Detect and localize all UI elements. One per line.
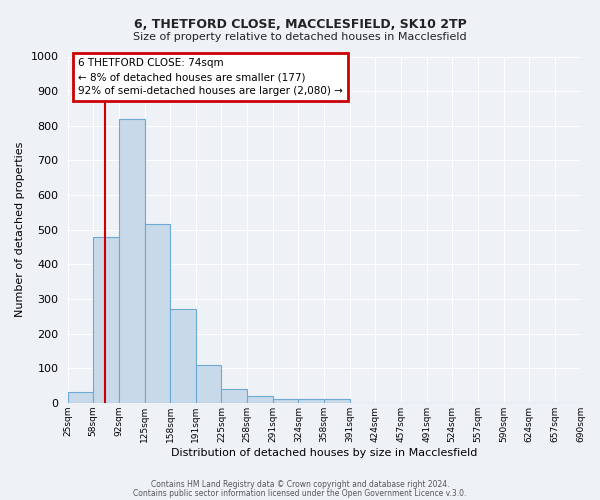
Bar bbox=[145, 224, 170, 403]
Bar bbox=[68, 392, 93, 403]
Text: Size of property relative to detached houses in Macclesfield: Size of property relative to detached ho… bbox=[133, 32, 467, 42]
Bar bbox=[298, 400, 324, 403]
Text: 6 THETFORD CLOSE: 74sqm
← 8% of detached houses are smaller (177)
92% of semi-de: 6 THETFORD CLOSE: 74sqm ← 8% of detached… bbox=[78, 58, 343, 96]
X-axis label: Distribution of detached houses by size in Macclesfield: Distribution of detached houses by size … bbox=[171, 448, 477, 458]
Text: Contains public sector information licensed under the Open Government Licence v.: Contains public sector information licen… bbox=[133, 488, 467, 498]
Bar bbox=[221, 389, 247, 403]
Text: Contains HM Land Registry data © Crown copyright and database right 2024.: Contains HM Land Registry data © Crown c… bbox=[151, 480, 449, 489]
Bar bbox=[93, 236, 119, 403]
Bar bbox=[247, 396, 273, 403]
Bar bbox=[170, 310, 196, 403]
Bar bbox=[273, 400, 298, 403]
Bar bbox=[119, 119, 145, 403]
Text: 6, THETFORD CLOSE, MACCLESFIELD, SK10 2TP: 6, THETFORD CLOSE, MACCLESFIELD, SK10 2T… bbox=[134, 18, 466, 30]
Y-axis label: Number of detached properties: Number of detached properties bbox=[15, 142, 25, 318]
Bar bbox=[324, 400, 350, 403]
Bar bbox=[196, 364, 221, 403]
